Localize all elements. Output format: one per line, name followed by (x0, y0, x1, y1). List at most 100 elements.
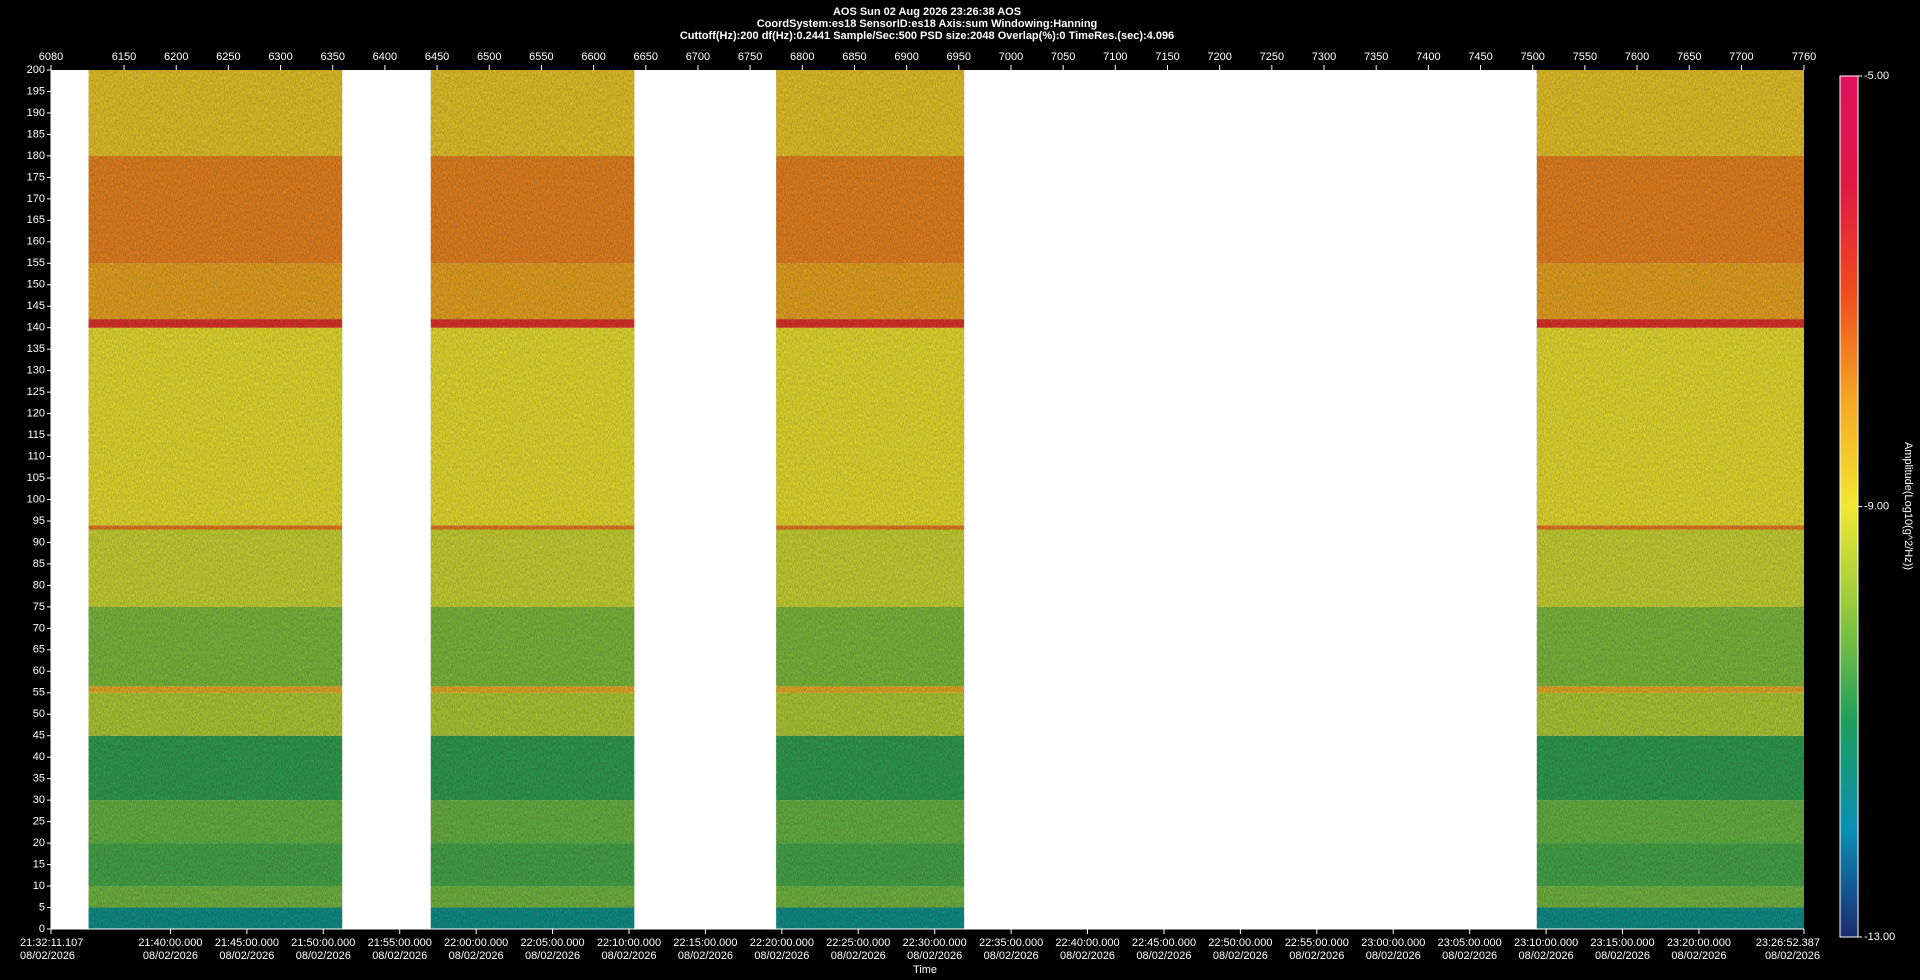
y-tick-label: 125 (27, 386, 45, 398)
time-tick-date: 08/02/2026 (296, 950, 351, 962)
y-tick-label: 115 (27, 429, 45, 441)
time-tick-label: 21:45:00.000 (215, 937, 279, 949)
time-tick-date: 08/02/2026 (372, 950, 427, 962)
spectrogram-grain (1536, 70, 1804, 929)
x-tick-label: 6400 (373, 51, 397, 63)
x-tick-label: 7350 (1364, 51, 1388, 63)
x-tick-label: 6750 (738, 51, 762, 63)
x-tick-label: 6800 (790, 51, 814, 63)
time-tick-label: 23:26:52.387 (1756, 937, 1820, 949)
y-tick-label: 100 (27, 493, 45, 505)
x-tick-label: 6250 (216, 51, 240, 63)
time-tick-label: 21:32:11.107 (20, 937, 83, 949)
y-tick-label: 15 (33, 858, 45, 870)
y-tick-label: 10 (33, 880, 45, 892)
y-tick-label: 185 (27, 128, 45, 140)
y-tick-label: 200 (27, 64, 45, 76)
x-tick-label: 6300 (268, 51, 292, 63)
x-tick-label: 6950 (947, 51, 971, 63)
settings-line: Cuttoff(Hz):200 df(Hz):0.2441 Sample/Sec… (680, 30, 1174, 42)
time-tick-date: 08/02/2026 (907, 950, 962, 962)
time-tick-label: 22:50:00.000 (1208, 937, 1272, 949)
x-tick-label: 6080 (39, 51, 63, 63)
x-tick-label: 7650 (1677, 51, 1701, 63)
y-tick-label: 120 (27, 408, 45, 420)
time-tick-label: 22:20:00.000 (750, 937, 814, 949)
y-tick-label: 70 (33, 622, 45, 634)
colorbar (1839, 75, 1859, 938)
time-tick-date: 08/02/2026 (1442, 950, 1497, 962)
x-tick-label: 7760 (1792, 51, 1816, 63)
time-tick-date: 08/02/2026 (1213, 950, 1268, 962)
y-tick-label: 50 (33, 708, 45, 720)
time-tick-date: 08/02/2026 (219, 950, 274, 962)
time-tick-date: 08/02/2026 (601, 950, 656, 962)
time-tick-label: 22:05:00.000 (520, 937, 584, 949)
spectrogram-grain (88, 70, 343, 929)
y-tick-label: 135 (27, 343, 45, 355)
time-tick-label: 22:55:00.000 (1285, 937, 1349, 949)
time-tick-date: 08/02/2026 (20, 950, 75, 962)
y-tick-label: 150 (27, 279, 45, 291)
time-tick-label: 21:50:00.000 (291, 937, 355, 949)
y-tick-label: 65 (33, 644, 45, 656)
x-tick-label: 7300 (1312, 51, 1336, 63)
time-tick-label: 22:25:00.000 (826, 937, 890, 949)
y-tick-label: 155 (27, 257, 45, 269)
y-tick-label: 175 (27, 171, 45, 183)
time-tick-label: 23:15:00.000 (1590, 937, 1654, 949)
y-tick-label: 75 (33, 601, 45, 613)
time-tick-date: 08/02/2026 (754, 950, 809, 962)
time-tick-date: 08/02/2026 (1671, 950, 1726, 962)
spectrogram-grain (776, 70, 965, 929)
y-tick-label: 165 (27, 214, 45, 226)
time-tick-date: 08/02/2026 (678, 950, 733, 962)
colorbar-title: Amplitude(Log10(g^2/Hz)) (1902, 442, 1914, 570)
y-tick-label: 170 (27, 193, 45, 205)
x-tick-label: 6450 (425, 51, 449, 63)
x-tick-label: 7050 (1051, 51, 1075, 63)
x-tick-label: 7500 (1520, 51, 1544, 63)
y-tick-label: 145 (27, 300, 45, 312)
time-tick-label: 23:20:00.000 (1667, 937, 1731, 949)
time-tick-date: 08/02/2026 (525, 950, 580, 962)
time-tick-date: 08/02/2026 (143, 950, 198, 962)
y-tick-label: 85 (33, 558, 45, 570)
colorbar-tick-label: -5.00 (1864, 70, 1889, 82)
y-tick-label: 80 (33, 579, 45, 591)
time-tick-date: 08/02/2026 (1595, 950, 1650, 962)
y-tick-label: 35 (33, 773, 45, 785)
y-tick-label: 30 (33, 794, 45, 806)
time-tick-label: 23:10:00.000 (1514, 937, 1578, 949)
y-tick-label: 60 (33, 665, 45, 677)
y-tick-label: 110 (27, 450, 45, 462)
time-tick-date: 08/02/2026 (1765, 950, 1820, 962)
x-tick-label: 7600 (1625, 51, 1649, 63)
x-tick-label: 6500 (477, 51, 501, 63)
x-tick-label: 6700 (686, 51, 710, 63)
time-tick-label: 22:15:00.000 (673, 937, 737, 949)
x-tick-label: 6900 (894, 51, 918, 63)
time-tick-label: 22:00:00.000 (444, 937, 508, 949)
time-tick-date: 08/02/2026 (1289, 950, 1344, 962)
spectrogram-grain (430, 70, 635, 929)
time-tick-date: 08/02/2026 (984, 950, 1039, 962)
x-tick-label: 6350 (320, 51, 344, 63)
time-tick-label: 23:05:00.000 (1438, 937, 1502, 949)
y-tick-label: 5 (39, 901, 45, 913)
time-tick-label: 22:45:00.000 (1132, 937, 1196, 949)
y-tick-label: 0 (39, 923, 45, 935)
time-tick-label: 21:55:00.000 (368, 937, 432, 949)
x-axis-title: Time (913, 964, 937, 976)
y-tick-label: 55 (33, 687, 45, 699)
x-tick-label: 6650 (634, 51, 658, 63)
time-tick-date: 08/02/2026 (449, 950, 504, 962)
y-tick-label: 25 (33, 816, 45, 828)
x-tick-label: 6200 (164, 51, 188, 63)
time-tick-date: 08/02/2026 (1136, 950, 1191, 962)
y-tick-label: 195 (27, 85, 45, 97)
time-tick-date: 08/02/2026 (1060, 950, 1115, 962)
x-tick-label: 7400 (1416, 51, 1440, 63)
time-tick-label: 22:40:00.000 (1055, 937, 1119, 949)
